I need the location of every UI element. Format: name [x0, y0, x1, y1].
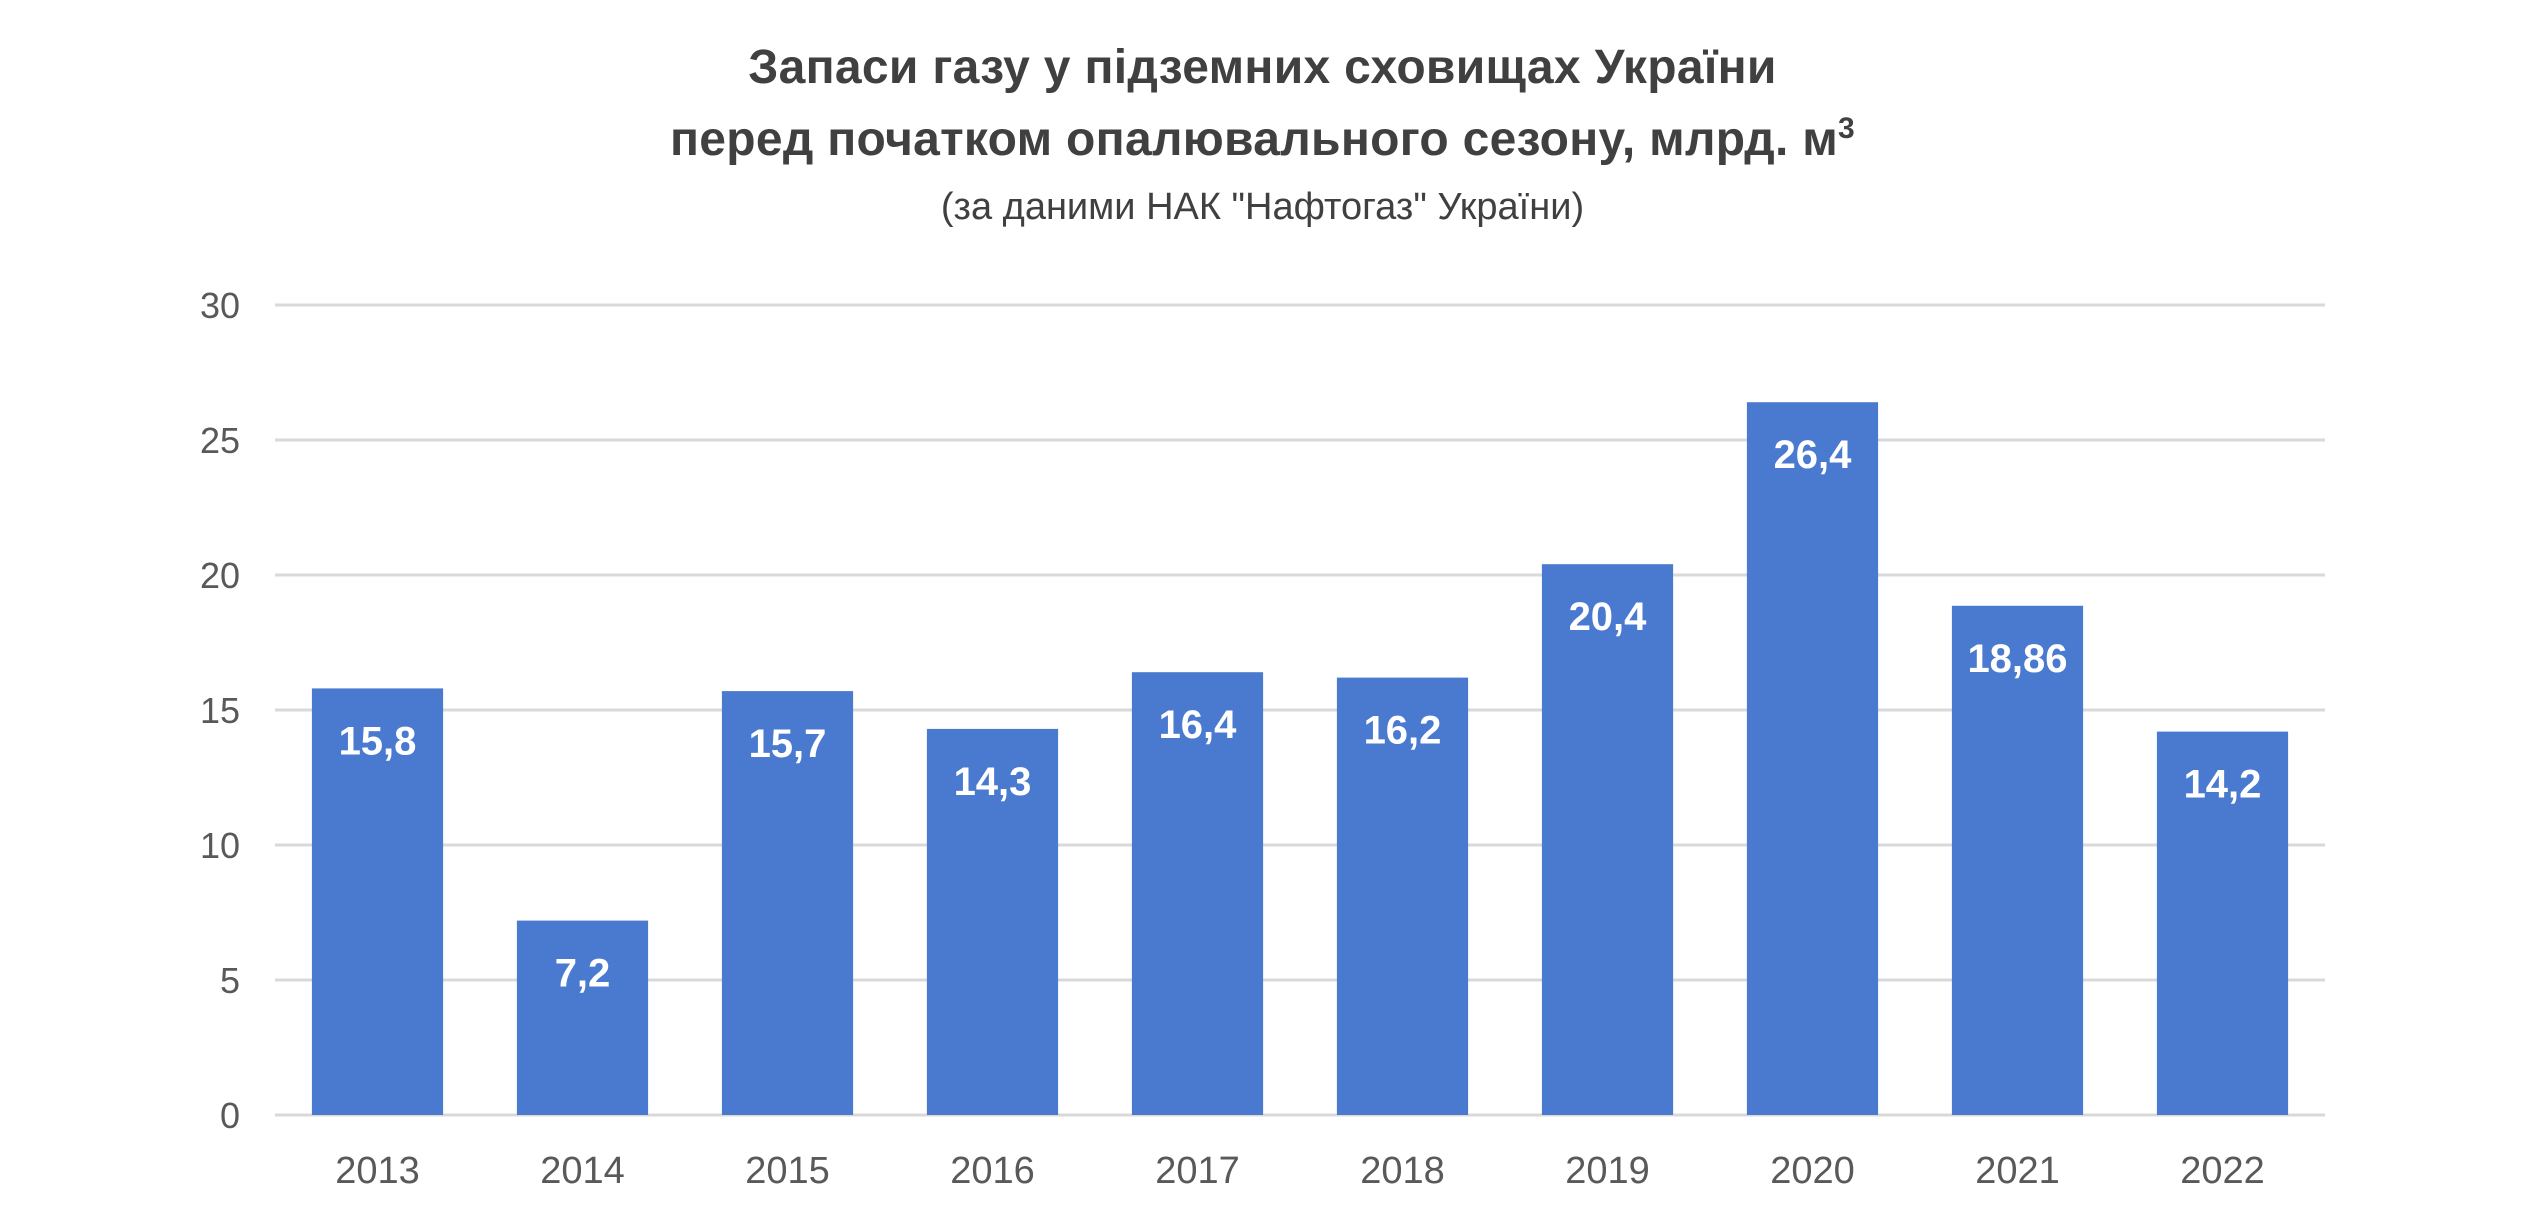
bar-2016 — [926, 728, 1059, 1115]
x-tick-label: 2020 — [1770, 1150, 1855, 1192]
x-tick-label: 2022 — [2180, 1150, 2265, 1192]
chart-title-line-1: Запаси газу у підземних сховищах України — [748, 41, 1777, 94]
chart-title-line-2: перед початком опалювального сезону, млр… — [669, 112, 1856, 166]
data-label-2013: 15,8 — [339, 719, 417, 763]
x-tick-label: 2021 — [1975, 1150, 2060, 1192]
data-label-2020: 26,4 — [1774, 433, 1853, 477]
bar-2017 — [1131, 672, 1264, 1115]
data-label-2022: 14,2 — [2184, 763, 2262, 807]
data-label-2018: 16,2 — [1364, 709, 1442, 753]
y-axis-ticks: 0 5 10 15 20 25 30 — [200, 285, 240, 1136]
y-tick-label: 10 — [200, 825, 240, 866]
data-label-2015: 15,7 — [749, 722, 827, 766]
y-tick-label: 25 — [200, 420, 240, 461]
bar-2021 — [1951, 605, 2084, 1115]
bar-2019 — [1541, 564, 1674, 1115]
bar-2015 — [721, 691, 854, 1115]
y-tick-label: 20 — [200, 555, 240, 596]
x-tick-label: 2017 — [1155, 1150, 1240, 1192]
x-tick-label: 2018 — [1360, 1150, 1445, 1192]
chart-subtitle: (за даними НАК "Нафтогаз" України) — [940, 186, 1585, 228]
y-tick-label: 5 — [220, 960, 240, 1001]
data-label-2014: 7,2 — [555, 952, 611, 996]
bars — [311, 402, 2289, 1115]
x-tick-label: 2013 — [335, 1150, 420, 1192]
x-tick-label: 2019 — [1565, 1150, 1650, 1192]
bar-2018 — [1336, 677, 1469, 1115]
data-label-2016: 14,3 — [954, 760, 1032, 804]
bar-2020 — [1746, 402, 1879, 1115]
x-tick-label: 2016 — [950, 1150, 1035, 1192]
x-tick-label: 2014 — [540, 1150, 625, 1192]
data-labels: 15,8 7,2 15,7 14,3 16,4 16,2 20,4 26,4 18,86 14,2 — [339, 433, 2262, 995]
data-label-2017: 16,4 — [1159, 703, 1238, 747]
data-label-2021: 18,86 — [1967, 637, 2067, 681]
bar-2013 — [311, 688, 444, 1115]
data-label-2019: 20,4 — [1569, 595, 1648, 639]
bar-2014 — [516, 920, 649, 1115]
y-tick-label: 30 — [200, 285, 240, 326]
bar-2022 — [2156, 731, 2289, 1115]
y-tick-label: 0 — [220, 1095, 240, 1136]
x-tick-label: 2015 — [745, 1150, 830, 1192]
title-superscript: 3 — [1838, 112, 1856, 145]
y-tick-label: 15 — [200, 690, 240, 731]
x-axis-ticks: 2013 2014 2015 2016 2017 2018 2019 2020 2021 2022 — [335, 1150, 2265, 1192]
